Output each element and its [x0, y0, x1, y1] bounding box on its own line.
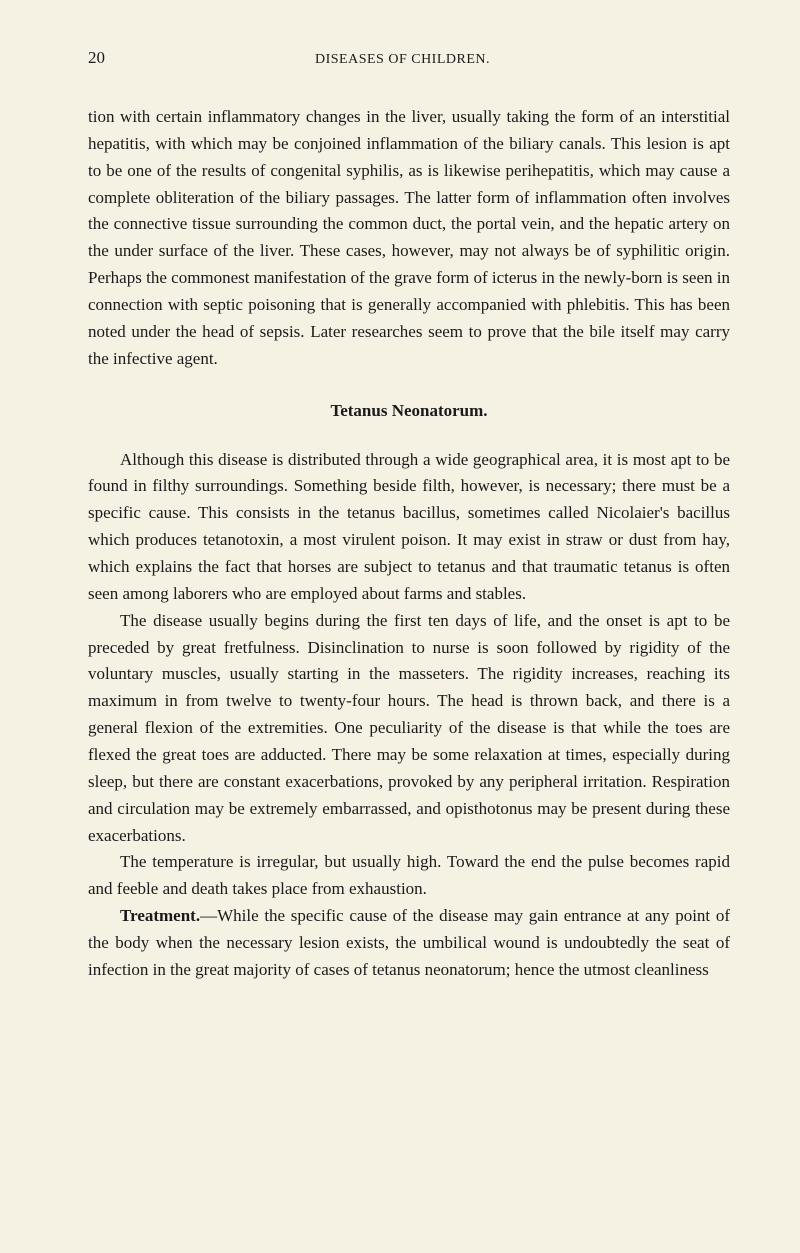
body-paragraph-3: The disease usually begins during the fi…	[88, 608, 730, 850]
treatment-label: Treatment.	[120, 906, 200, 925]
section-heading-tetanus: Tetanus Neonatorum.	[88, 401, 730, 421]
body-paragraph-5: Treatment.—While the specific cause of t…	[88, 903, 730, 984]
body-paragraph-4: The temperature is irregular, but usuall…	[88, 849, 730, 903]
running-title: DISEASES OF CHILDREN.	[105, 52, 700, 68]
page-number: 20	[88, 48, 105, 68]
body-paragraph-2: Although this disease is distributed thr…	[88, 447, 730, 608]
page-header: 20 DISEASES OF CHILDREN.	[88, 48, 730, 68]
body-paragraph-1: tion with certain inflammatory changes i…	[88, 104, 730, 373]
